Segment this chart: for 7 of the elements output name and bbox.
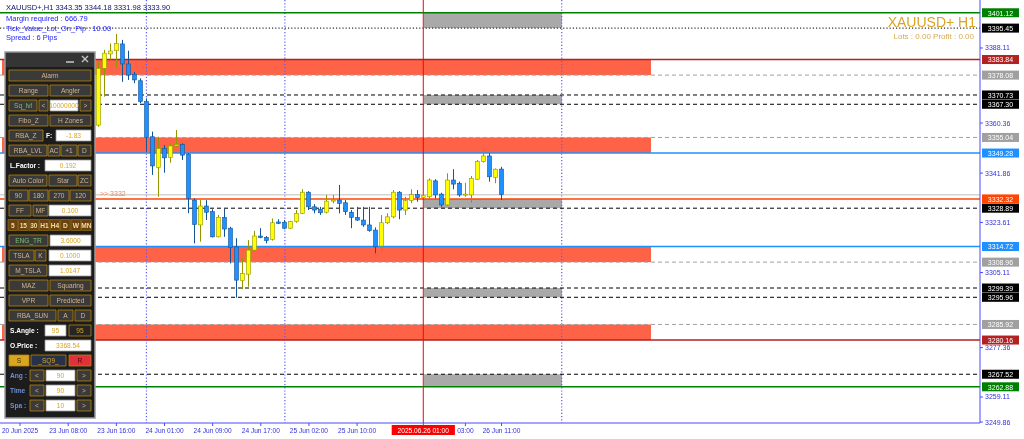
candlestick xyxy=(270,217,275,242)
candlestick xyxy=(156,136,161,198)
candlestick xyxy=(397,190,402,220)
candlestick xyxy=(198,199,203,243)
candlestick xyxy=(216,214,221,238)
annotation: XAUUSD+ H1 xyxy=(887,14,977,30)
annotation: Lots : 0.00 Profit : 0.00 xyxy=(893,32,975,41)
